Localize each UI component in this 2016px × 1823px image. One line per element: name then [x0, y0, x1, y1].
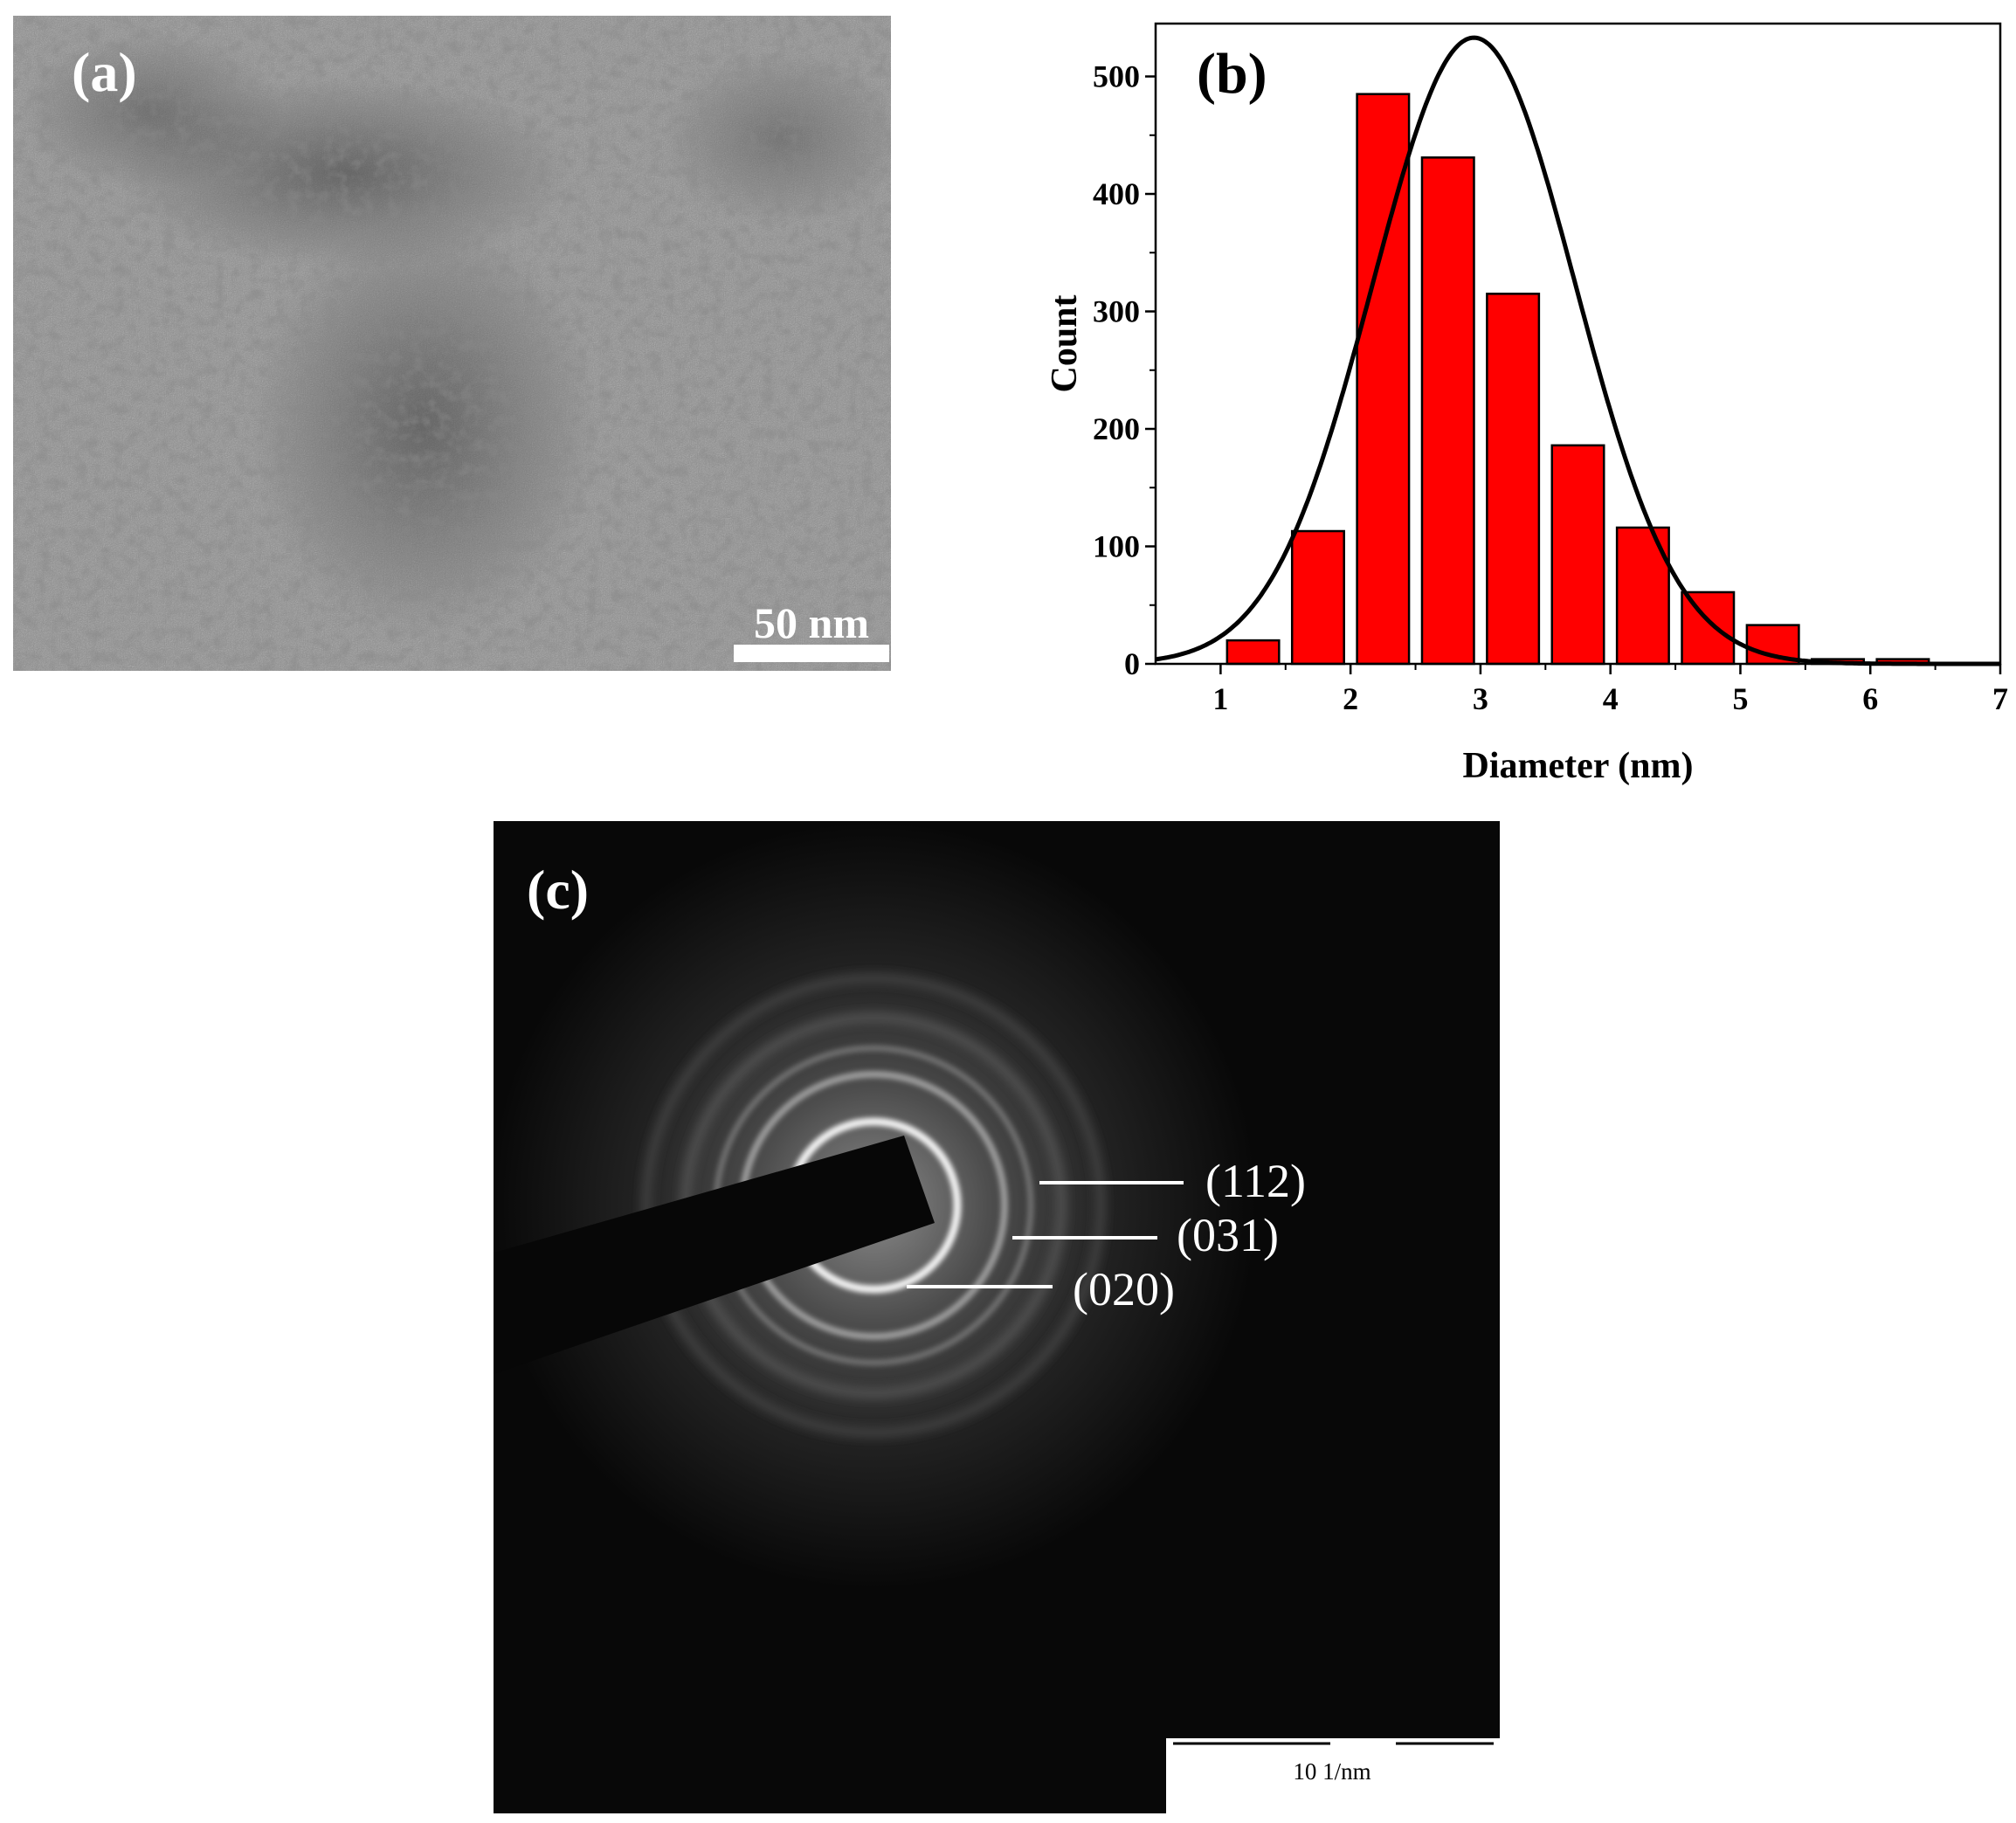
scale-bar-box [1166, 1738, 1500, 1813]
y-tick-label: 100 [1093, 529, 1140, 564]
panel-label-a: (a) [72, 41, 137, 103]
x-tick-label: 5 [1732, 681, 1748, 716]
plot-frame [1154, 22, 2002, 666]
saed-pattern-panel: (112) (031) (020) (c) 10 1/nm [494, 821, 1500, 1813]
histogram-bar [1420, 156, 1475, 666]
bars-layer [1225, 93, 1930, 666]
x-tick-label: 6 [1862, 681, 1878, 716]
y-tick-label: 400 [1093, 176, 1140, 211]
histogram-bar [1550, 444, 1605, 666]
beam-stopper [494, 1136, 935, 1375]
x-tick-label: 4 [1603, 681, 1619, 716]
x-tick-label: 3 [1473, 681, 1488, 716]
y-tick-label: 500 [1093, 59, 1140, 94]
ring-label-112: (112) [1205, 1155, 1306, 1207]
y-tick-label: 0 [1124, 646, 1140, 681]
y-tick-label: 300 [1093, 294, 1140, 329]
panel-label-c: (c) [527, 859, 589, 921]
diffraction-pattern: (112) (031) (020) (c) 10 1/nm [494, 821, 1500, 1813]
panel-label-b: (b) [1197, 42, 1267, 106]
ring-label-031: (031) [1177, 1209, 1279, 1261]
y-axis-label: Count [1045, 294, 1085, 392]
ring-label-020: (020) [1073, 1263, 1175, 1315]
scale-bar-label: 50 nm [754, 598, 869, 647]
axes-layer: 1 2 3 4 5 6 7 0 100 200 300 400 500 [1093, 22, 2008, 716]
histogram-bar [1486, 293, 1541, 666]
histogram-bar [1681, 590, 1736, 666]
x-tick-label: 1 [1212, 681, 1228, 716]
histogram-bar [1225, 639, 1281, 666]
x-tick-label: 7 [1992, 681, 2008, 716]
y-tick-label: 200 [1093, 411, 1140, 446]
size-distribution-panel: 1 2 3 4 5 6 7 0 100 200 300 400 500 (b) Diameter (nm… [1031, 0, 2016, 795]
size-histogram-chart: 1 2 3 4 5 6 7 0 100 200 300 400 500 (b) Diameter (nm… [1045, 22, 2008, 786]
tem-image-panel: (a) 50 nm [13, 16, 891, 671]
x-axis-label: Diameter (nm) [1463, 746, 1694, 786]
scale-bar-label: 10 1/nm [1293, 1758, 1370, 1785]
scale-bar [734, 645, 889, 662]
histogram-bar [1290, 529, 1345, 666]
tem-micrograph: (a) 50 nm [13, 16, 891, 671]
x-tick-label: 2 [1343, 681, 1358, 716]
